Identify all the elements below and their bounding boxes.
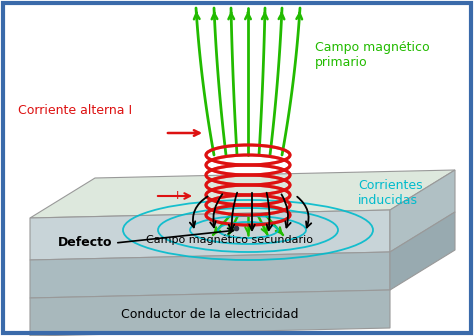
Text: Conductor de la electricidad: Conductor de la electricidad xyxy=(121,308,299,322)
Polygon shape xyxy=(30,170,455,218)
Text: Campo magnético secundario: Campo magnético secundario xyxy=(146,235,313,245)
Text: Campo magnético
primario: Campo magnético primario xyxy=(315,41,429,69)
Text: Defecto: Defecto xyxy=(57,237,112,250)
Polygon shape xyxy=(30,252,390,298)
Text: I: I xyxy=(176,191,180,201)
Polygon shape xyxy=(390,170,455,252)
Polygon shape xyxy=(390,212,455,290)
Polygon shape xyxy=(30,290,390,336)
Text: Corriente alterna I: Corriente alterna I xyxy=(18,103,132,117)
Polygon shape xyxy=(30,210,390,260)
Text: Corrientes
inducidas: Corrientes inducidas xyxy=(358,179,423,207)
